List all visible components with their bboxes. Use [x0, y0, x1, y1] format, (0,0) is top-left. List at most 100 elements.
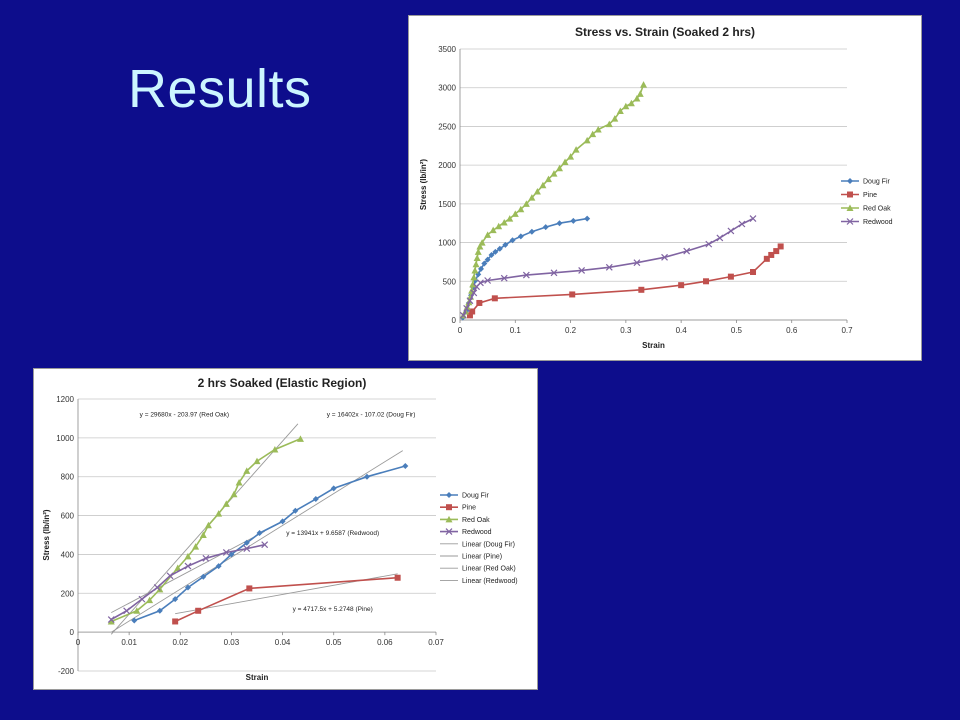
data-point-red-oak — [561, 158, 569, 166]
data-point-doug-fir — [256, 530, 263, 537]
data-point-red-oak — [594, 126, 602, 133]
legend-item-redwood: Redwood — [841, 218, 893, 226]
legend-label: Redwood — [863, 219, 893, 226]
data-point-pine — [476, 299, 483, 306]
data-point-red-oak — [204, 521, 212, 529]
data-point-doug-fir — [292, 507, 299, 514]
data-point-red-oak — [222, 500, 230, 507]
data-point-redwood — [484, 277, 492, 284]
data-point-red-oak — [243, 467, 251, 474]
trendline-linear-red-oak — [110, 423, 299, 635]
data-point-doug-fir — [484, 256, 491, 263]
data-point-red-oak — [271, 446, 279, 453]
chart2-y-tick-label: 800 — [61, 473, 75, 482]
series-redwood — [459, 215, 757, 319]
legend-label: Pine — [863, 192, 877, 199]
data-point-red-oak — [522, 200, 530, 207]
data-point-red-oak — [528, 194, 536, 201]
data-point-pine — [466, 312, 473, 319]
data-point-redwood — [184, 562, 192, 570]
chart2-x-tick-label: 0.04 — [275, 638, 291, 647]
chart2-x-axis-label: Strain — [246, 673, 269, 682]
chart1-y-tick-label: 3500 — [438, 45, 456, 54]
chart2-x-tick-label: 0.05 — [326, 638, 342, 647]
data-point-doug-fir — [131, 617, 138, 624]
data-point-red-oak — [199, 531, 207, 538]
chart2-y-tick-label: 0 — [70, 628, 75, 637]
data-point-redwood — [500, 274, 508, 282]
data-point-red-oak — [500, 218, 508, 226]
data-point-redwood — [738, 220, 746, 228]
data-point-red-oak — [192, 543, 200, 550]
data-point-doug-fir — [330, 485, 337, 492]
data-point-redwood — [166, 572, 174, 580]
data-point-redwood — [202, 554, 210, 562]
data-point-red-oak — [156, 585, 164, 593]
data-point-red-oak — [539, 181, 547, 189]
chart1-title: Stress vs. Strain (Soaked 2 hrs) — [575, 25, 755, 39]
data-point-redwood — [107, 616, 115, 623]
data-point-doug-fir — [488, 251, 495, 258]
chart2-y-tick-label: 400 — [61, 550, 75, 559]
chart1-x-tick-label: 0.6 — [786, 326, 798, 335]
data-point-doug-fir — [528, 228, 535, 235]
data-point-red-oak — [495, 222, 503, 230]
chart1-y-tick-label: 500 — [443, 277, 457, 286]
data-point-pine — [195, 607, 202, 614]
chart2-y-tick-label: 600 — [61, 512, 75, 521]
data-point-red-oak — [472, 260, 480, 268]
trendline-equation: y = 13941x + 9.6587 (Redwood) — [286, 530, 379, 537]
data-point-red-oak — [572, 146, 580, 153]
chart2-y-axis-label: Stress (lb/in²) — [42, 509, 51, 560]
data-point-pine — [703, 278, 710, 285]
legend-marker — [846, 218, 854, 225]
data-point-redwood — [222, 549, 230, 556]
data-point-redwood — [123, 607, 131, 615]
data-point-pine — [750, 268, 757, 275]
series-red-oak — [107, 435, 304, 625]
data-point-redwood — [605, 263, 613, 271]
data-point-red-oak — [616, 107, 624, 114]
data-point-doug-fir — [156, 607, 163, 614]
chart1-y-axis-label: Stress (lb/in²) — [419, 159, 428, 210]
data-point-red-oak — [230, 490, 238, 498]
data-point-red-oak — [473, 254, 481, 262]
legend-label: Redwood — [462, 529, 492, 536]
data-point-red-oak — [215, 510, 223, 517]
chart-stress-strain: Stress vs. Strain (Soaked 2 hrs) 0 500 1000… — [419, 25, 893, 350]
data-point-redwood — [727, 227, 735, 235]
data-point-redwood — [578, 267, 586, 274]
legend-item-red-oak: Red Oak — [841, 204, 891, 213]
chart1-x-tick-label: 0.4 — [676, 326, 688, 335]
data-point-red-oak — [640, 81, 648, 88]
data-point-pine — [172, 618, 179, 625]
chart2-x-tick-label: 0.07 — [428, 638, 444, 647]
legend-item-pine: Pine — [841, 191, 877, 199]
chart2-x-tick-label: 0.01 — [121, 638, 137, 647]
trendline-linear-redwood — [111, 531, 265, 614]
chart1-x-tick-label: 0.7 — [841, 326, 853, 335]
data-point-pine — [569, 291, 576, 298]
chart2-y-tick-label: 1200 — [56, 395, 74, 404]
legend-item-pine: Pine — [440, 504, 476, 512]
data-point-red-oak — [506, 215, 514, 222]
data-point-red-oak — [484, 231, 492, 238]
data-point-doug-fir — [363, 473, 370, 480]
legend-item-red-oak: Red Oak — [440, 515, 490, 524]
data-point-pine — [469, 308, 476, 315]
data-point-doug-fir — [542, 224, 549, 231]
chart1-y-tick-label: 3000 — [438, 84, 456, 93]
data-point-red-oak — [567, 153, 575, 160]
data-point-red-oak — [511, 210, 519, 217]
data-point-redwood — [522, 271, 530, 279]
data-point-red-oak — [476, 242, 484, 250]
data-point-red-oak — [589, 130, 597, 138]
data-point-red-oak — [146, 596, 154, 604]
data-point-pine — [727, 273, 734, 280]
trendline-equation: y = 29680x - 203.97 (Red Oak) — [140, 411, 229, 418]
data-point-redwood — [661, 253, 668, 261]
data-point-red-oak — [296, 435, 304, 442]
chart1-x-tick-label: 0.2 — [565, 326, 577, 335]
data-point-red-oak — [556, 164, 564, 172]
legend-label: Linear (Doug Fir) — [462, 541, 515, 548]
